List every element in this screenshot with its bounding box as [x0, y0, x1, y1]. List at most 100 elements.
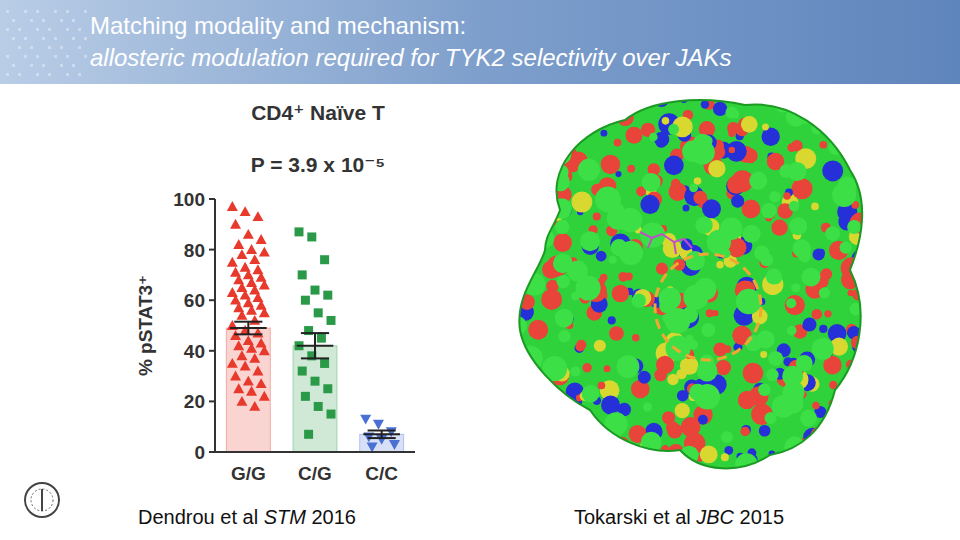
- surface-patch: [782, 366, 803, 387]
- header-pattern: [6, 73, 9, 76]
- surface-base: [519, 100, 862, 468]
- header-pattern: [66, 28, 69, 31]
- surface-patch: [701, 100, 709, 108]
- header-pattern: [36, 55, 39, 58]
- data-point: [311, 377, 320, 386]
- allosteric-site: [655, 254, 761, 360]
- data-point: [317, 334, 326, 343]
- data-point: [298, 367, 307, 376]
- data-point: [320, 359, 329, 368]
- surface-patch: [529, 460, 541, 472]
- surface-patch: [824, 310, 831, 317]
- surface-patch: [783, 192, 791, 200]
- surface-patch: [537, 133, 546, 142]
- data-point: [236, 396, 247, 406]
- surface-patch: [729, 147, 735, 153]
- header-pattern: [72, 64, 75, 67]
- header-pattern: [24, 55, 27, 58]
- surface-patch: [516, 118, 526, 128]
- data-point: [230, 371, 241, 381]
- surface-patch: [852, 469, 862, 479]
- surface-patch: [803, 456, 815, 468]
- error-cap: [234, 321, 262, 323]
- surface-patch: [632, 293, 646, 307]
- surface-patch: [766, 369, 779, 382]
- y-tick: [209, 249, 215, 251]
- category-label: C/G: [298, 463, 332, 484]
- citation-part: STM: [264, 506, 307, 528]
- surface-patch: [549, 390, 569, 410]
- data-point: [233, 302, 244, 312]
- surface-patch: [609, 452, 623, 466]
- surface-patch: [719, 90, 730, 101]
- surface-patch: [809, 104, 815, 110]
- surface-patch: [577, 114, 596, 133]
- surface-patch: [664, 156, 684, 176]
- citation-part: Tokarski et al: [574, 506, 696, 528]
- surface-patch: [559, 90, 581, 112]
- surface-patch: [783, 393, 803, 413]
- data-point: [307, 232, 316, 241]
- logo-mark: [41, 489, 43, 511]
- surface-patch: [792, 178, 813, 199]
- citation: Tokarski et al JBC 2015: [574, 506, 784, 528]
- data-point: [304, 430, 313, 439]
- data-point: [233, 340, 244, 350]
- data-point: [243, 297, 254, 307]
- header-pattern: [84, 10, 87, 13]
- surface-patch: [515, 461, 531, 477]
- data-point: [298, 270, 307, 279]
- surface-patch: [604, 365, 611, 372]
- surface-patch: [550, 441, 567, 458]
- surface-patch: [582, 363, 591, 372]
- surface-patch: [675, 403, 690, 418]
- surface-patch: [555, 309, 574, 328]
- surface-patch: [541, 289, 562, 310]
- surface-patch: [786, 298, 796, 308]
- citation: Dendrou et al STM 2016: [138, 506, 356, 528]
- surface-patch: [822, 160, 843, 181]
- surface-patch: [600, 130, 607, 137]
- surface-patch: [654, 369, 667, 382]
- header-pattern: [18, 73, 21, 76]
- surface-patch: [695, 217, 712, 234]
- surface-patch: [723, 345, 731, 353]
- surface-patch: [716, 261, 723, 268]
- surface-patch: [593, 212, 601, 220]
- surface-patch: [514, 161, 528, 175]
- surface-patch: [527, 225, 539, 237]
- surface-patch: [799, 470, 808, 479]
- surface-patch: [841, 182, 853, 194]
- surface-patch: [668, 124, 679, 135]
- surface-patch: [769, 191, 780, 202]
- surface-patch: [662, 117, 670, 125]
- surface-patch: [713, 102, 727, 116]
- data-point: [236, 350, 247, 360]
- surface-patch: [655, 458, 680, 483]
- surface-patch: [855, 448, 869, 462]
- surface-patch: [531, 168, 539, 176]
- surface-patch: [530, 208, 547, 225]
- surface-patch: [526, 230, 539, 243]
- citation-part: 2015: [734, 506, 784, 528]
- data-point: [246, 244, 257, 254]
- surface-patch: [517, 158, 531, 172]
- surface-patch: [817, 105, 834, 122]
- surface-patch: [510, 217, 527, 234]
- data-point: [256, 378, 267, 388]
- data-point: [301, 296, 310, 305]
- header-pattern: [78, 73, 81, 76]
- data-point: [259, 307, 270, 317]
- data-point: [240, 206, 251, 216]
- surface-patch: [854, 93, 862, 101]
- surface-patch: [665, 308, 691, 334]
- surface-patch: [523, 245, 540, 262]
- surface-patch: [567, 261, 588, 282]
- surface-patch: [826, 441, 843, 458]
- data-point: [386, 427, 397, 437]
- surface-patch: [849, 374, 861, 386]
- surface-patch: [551, 198, 572, 219]
- data-point: [236, 282, 247, 292]
- surface-patch: [701, 323, 715, 337]
- surface-patch: [749, 172, 767, 190]
